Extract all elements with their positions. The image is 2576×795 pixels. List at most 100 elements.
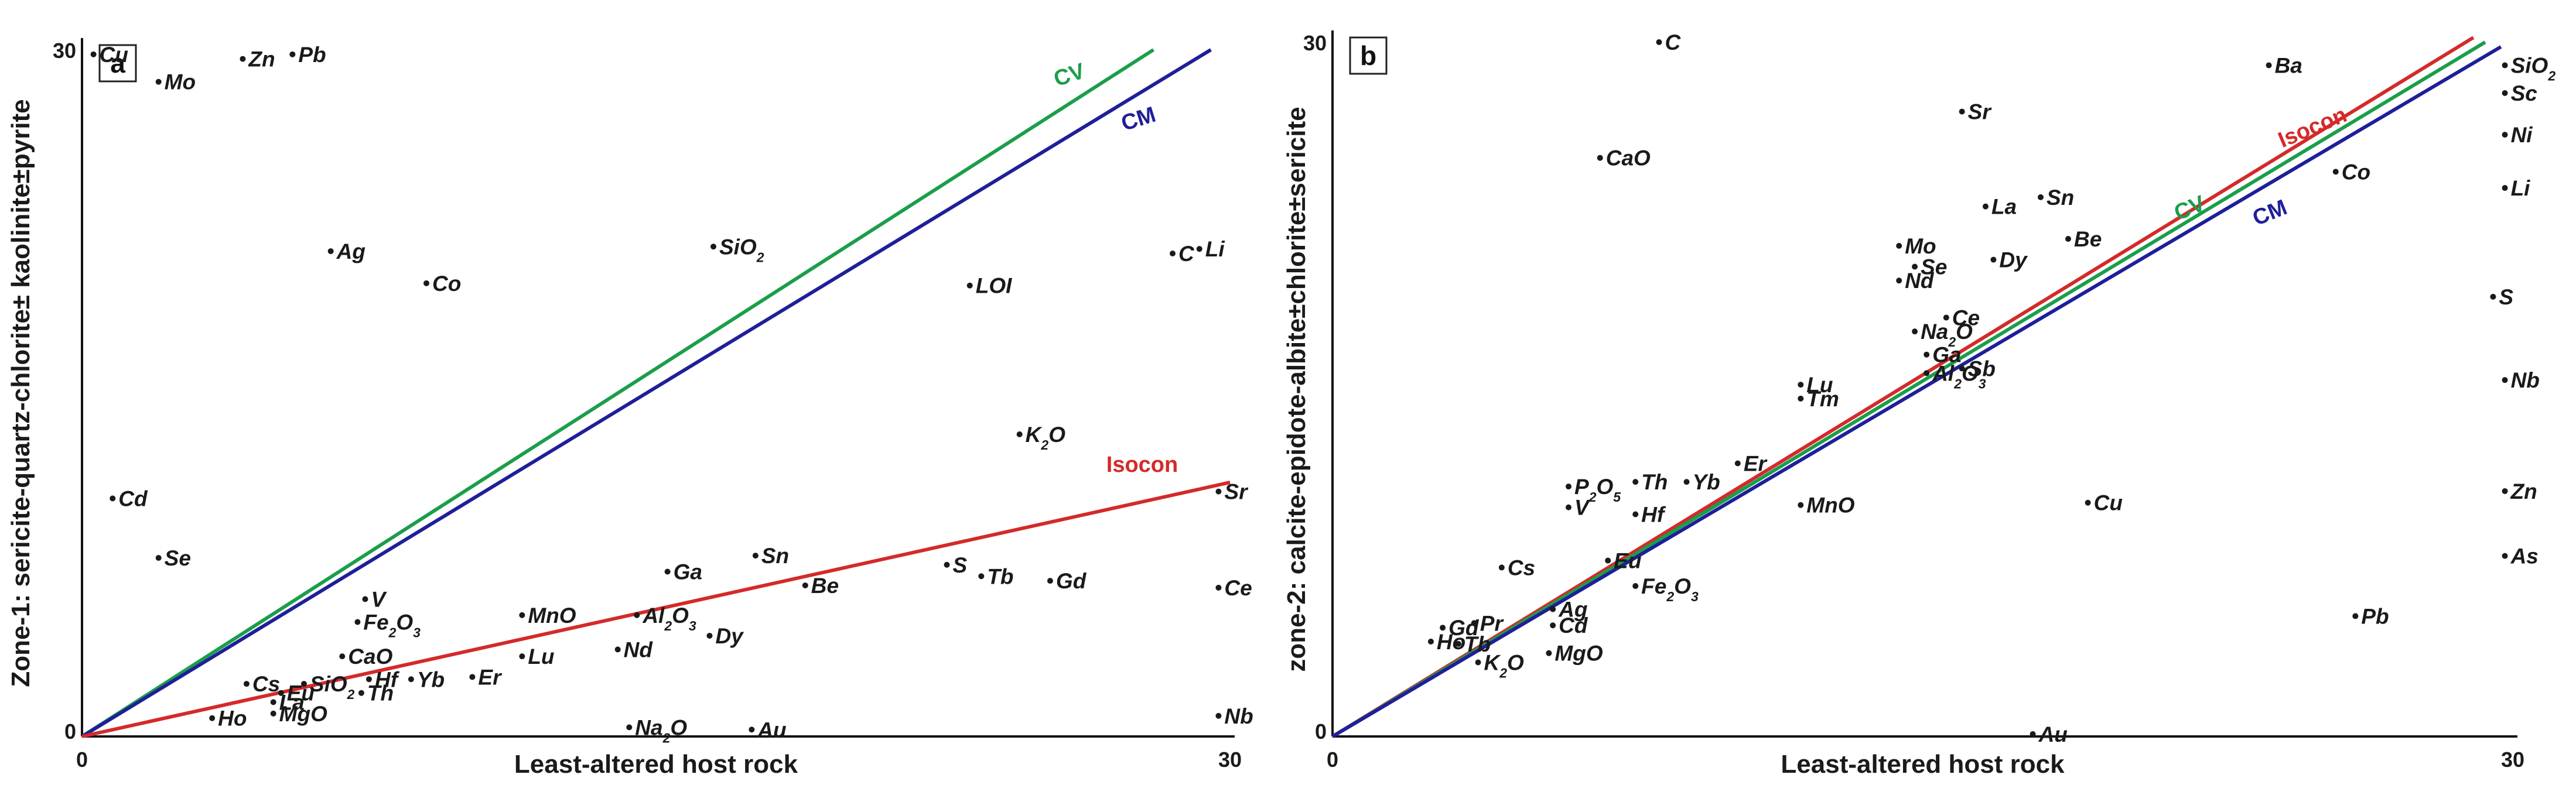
point-marker-tb [1455,640,1461,647]
point-marker-sio2 [300,681,307,687]
point-label-mgo: MgO [279,702,327,726]
x-axis-title: Least-altered host rock [514,750,798,779]
point-label-lu: Lu [528,645,554,669]
point-label-sio2: SiO2 [310,672,355,702]
point-label-sn: Sn [761,544,789,568]
panel-b: 0 30 0 30 Least-altered host rock zone-2: cal… [1282,30,2555,779]
point-marker-be [802,582,808,588]
point-marker-s [944,561,950,568]
point-marker-as [2502,553,2508,559]
point-label-gd: Gd [1056,569,1087,593]
panel-letter-box [98,44,137,83]
point-marker-k2o [1016,431,1023,437]
point-label-lu: Lu [1806,373,1833,397]
point-marker-ce [1215,584,1222,591]
point-marker-eu [1605,557,1611,564]
point-label-mgo: MgO [1555,642,1603,666]
point-marker-li [2502,185,2508,191]
x-tick-label: 30 [1218,748,1242,772]
point-marker-zn [240,56,246,62]
point-marker-mo [155,78,162,85]
point-marker-lu [519,653,525,660]
point-marker-se [155,555,162,561]
x-tick-label: 0 [1327,748,1338,772]
point-label-cs: Cs [252,672,280,696]
point-marker-yb [408,676,414,683]
point-marker-mgo [1546,650,1552,656]
point-marker-tm [1798,395,1804,402]
point-label-hf: Hf [1641,502,1666,526]
cv-line [81,48,1154,738]
point-marker-hf [1632,511,1639,518]
point-label-nd: Nd [1905,269,1935,293]
point-label-ga: Ga [1932,343,1961,367]
point-marker-sc [2502,90,2508,96]
point-marker-pr [1471,620,1477,626]
point-label-se: Se [165,546,191,570]
point-marker-hf [366,676,372,683]
point-marker-al2o3 [634,612,640,618]
point-label-mno: MnO [1806,494,1854,518]
point-label-er: Er [1744,452,1768,476]
point-marker-la [1982,203,1989,210]
point-label-ce: Ce [1224,576,1252,600]
point-label-v: V [1574,496,1591,520]
point-marker-dy [1990,256,1997,263]
point-marker-fe2o3 [1632,583,1639,590]
x-tick-label: 0 [76,748,88,772]
point-marker-k2o [1475,659,1481,666]
point-label-ga: Ga [674,560,702,584]
point-label-sio2: SiO2 [719,235,764,265]
point-marker-al2o3 [1924,370,1930,376]
point-marker-cs [1498,564,1505,571]
point-label-na2o: Na2O [635,715,687,745]
point-marker-lu [1798,382,1804,388]
panel-a: 0 30 0 30 Least-altered host rock Zone-1: ser… [6,38,1253,779]
point-label-cd: Cd [1559,614,1588,638]
point-marker-p2o5 [1566,484,1571,490]
point-marker-li [1196,246,1202,252]
point-marker-sr [1959,108,1965,115]
point-marker-ce [1943,314,1949,321]
point-marker-be [2065,236,2072,242]
point-label-dy: Dy [1999,248,2028,272]
point-label-cu: Cu [2094,491,2123,515]
point-label-loi: LOI [976,274,1012,298]
point-marker-ga [1924,351,1930,358]
point-marker-sb [1959,365,1965,372]
point-label-pb: Pb [298,43,326,67]
point-label-sio2: SiO2 [2511,54,2556,84]
point-label-be: Be [2074,227,2102,251]
point-marker-th [1632,479,1639,485]
cm-line-label: CM [1118,102,1159,136]
isocon-line-label: Isocon [1106,453,1178,477]
point-marker-mno [1798,502,1804,508]
point-label-co: Co [2342,160,2370,184]
point-marker-pb [289,51,296,57]
point-label-eu: Eu [287,681,315,705]
point-marker-nb [2502,377,2508,383]
point-marker-nb [1215,712,1222,719]
point-marker-sn [2038,194,2044,200]
panel-letter: a [110,48,125,78]
point-marker-sn [752,553,759,559]
point-marker-la [270,699,276,705]
point-label-ho: Ho [218,707,247,731]
point-label-gd: Gd [1448,616,1480,640]
point-marker-ba [2266,62,2272,68]
point-marker-sr [1215,488,1222,495]
point-marker-ho [1427,638,1434,645]
point-marker-cd [1550,622,1556,629]
y-axis-title: Zone-1: sericite-quartz-chlorite± kaolin… [6,99,35,687]
point-label-co: Co [432,272,461,296]
point-label-ho: Ho [1437,630,1465,654]
point-label-v: V [371,587,387,611]
point-marker-na2o [1912,328,1918,335]
point-marker-cao [1597,155,1603,161]
point-marker-cd [110,495,116,502]
point-label-se: Se [1921,255,1947,279]
point-marker-dy [706,632,713,639]
point-label-er: Er [478,665,503,689]
point-label-zn: Zn [2510,479,2537,503]
